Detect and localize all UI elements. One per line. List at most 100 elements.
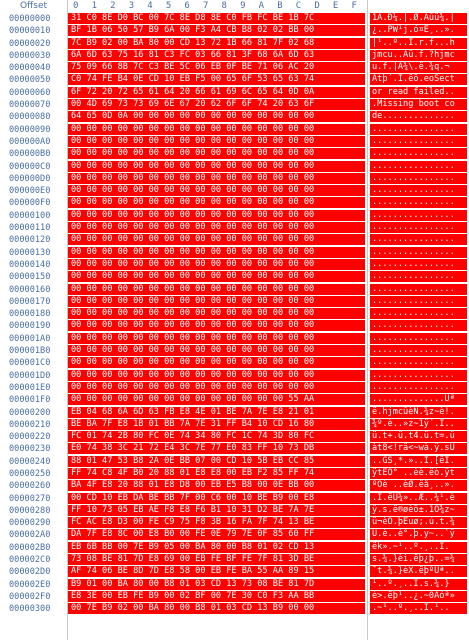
hex-row[interactable]: 00 00 00 00 00 00 00 00 00 00 00 00 00 0…: [68, 357, 365, 369]
ascii-row[interactable]: ................: [370, 222, 467, 234]
ascii-row[interactable]: ................: [370, 148, 467, 160]
ascii-row[interactable]: ÿtÈO° ..èè.ëò.ÿt: [370, 467, 467, 479]
ascii-row[interactable]: ü¬èÓ.þÉuø;.ú.t.¾: [370, 517, 467, 529]
ascii-row[interactable]: ëk».~¹..º.¸..Í.: [370, 541, 467, 553]
hex-row[interactable]: 00 00 00 00 00 00 00 00 00 00 00 00 00 0…: [68, 394, 365, 406]
ascii-row[interactable]: |¹..º..Í.r.f...h: [370, 37, 467, 49]
ascii-row[interactable]: ................: [370, 135, 467, 147]
hex-row[interactable]: 00 00 00 00 00 00 00 00 00 00 00 00 00 0…: [68, 209, 365, 221]
ascii-row[interactable]: ................: [370, 381, 467, 393]
hex-row[interactable]: BF 1B 06 50 57 B9 6A 00 F3 A4 CB B8 02 0…: [68, 25, 365, 37]
hex-row[interactable]: 00 00 00 00 00 00 00 00 00 00 00 00 00 0…: [68, 345, 365, 357]
ascii-row[interactable]: ................: [370, 234, 467, 246]
ascii-row[interactable]: Àtþ´.Í.ëõ.eoSect: [370, 74, 467, 86]
hex-row[interactable]: E8 3E 00 EB FE B9 00 02 BF 00 7E 30 C0 F…: [68, 590, 365, 602]
hex-row[interactable]: 75 09 66 8B 7C C3 BE 5C 06 EB 0F BE 71 0…: [68, 62, 365, 74]
ascii-row[interactable]: ..............Uª: [370, 394, 467, 406]
hex-row[interactable]: 31 C0 8E D0 BC 00 7C 8E D8 8E C0 FB FC B…: [68, 13, 365, 24]
hex-row[interactable]: E0 74 38 3C 21 72 E4 3C 7E 77 E0 83 FF 1…: [68, 443, 365, 455]
hex-row[interactable]: FC AC E8 D3 00 FE C9 75 F8 3B 16 FA 7F 7…: [68, 517, 365, 529]
hex-row[interactable]: 00 00 00 00 00 00 00 00 00 00 00 00 00 0…: [68, 332, 365, 344]
ascii-row[interactable]: or read failed..: [370, 86, 467, 98]
ascii-row[interactable]: ................: [370, 332, 467, 344]
ascii-row[interactable]: u.f.|Ã¾\.ë.¾q.¬: [370, 62, 467, 74]
ascii-row[interactable]: ................: [370, 246, 467, 258]
ascii-row[interactable]: ................: [370, 123, 467, 135]
ascii-row[interactable]: àt8<!rä<~wà.ÿ.sÛ: [370, 443, 467, 455]
hex-row[interactable]: 00 00 00 00 00 00 00 00 00 00 00 00 00 0…: [68, 222, 365, 234]
hex-row[interactable]: 00 00 00 00 00 00 00 00 00 00 00 00 00 0…: [68, 381, 365, 393]
ascii-row[interactable]: .Missing boot co: [370, 99, 467, 111]
hex-row[interactable]: 00 00 00 00 00 00 00 00 00 00 00 00 00 0…: [68, 308, 365, 320]
ascii-row[interactable]: de..............: [370, 111, 467, 123]
hex-row[interactable]: C0 74 FE B4 0E CD 10 EB F5 00 65 6F 53 6…: [68, 74, 365, 86]
hex-row[interactable]: 00 00 00 00 00 00 00 00 00 00 00 00 00 0…: [68, 148, 365, 160]
ascii-row[interactable]: ..GS¸*.»..Í.[ëÌ.: [370, 455, 467, 467]
hex-row[interactable]: 00 00 00 00 00 00 00 00 00 00 00 00 00 0…: [68, 258, 365, 270]
ascii-row[interactable]: ................: [370, 308, 467, 320]
hex-row[interactable]: 00 00 00 00 00 00 00 00 00 00 00 00 00 0…: [68, 197, 365, 209]
hex-row[interactable]: EB 04 68 6A 6D 63 FB E8 4E 01 BE 7A 7E E…: [68, 406, 365, 418]
hex-row[interactable]: FF 74 C8 4F B0 20 88 01 E8 E8 00 EB F2 8…: [68, 467, 365, 479]
hex-row[interactable]: BA 4F E8 20 88 01 E8 D8 00 EB E5 B8 00 0…: [68, 480, 365, 492]
ascii-row[interactable]: ¿..PW¹j.ó¤Ë¸..».: [370, 25, 467, 37]
ascii-row[interactable]: ................: [370, 258, 467, 270]
ascii-row[interactable]: ¾º.è..»z~1ÿ´.Í..: [370, 418, 467, 430]
ascii-row[interactable]: ................: [370, 160, 467, 172]
hex-row[interactable]: 00 00 00 00 00 00 00 00 00 00 00 00 00 0…: [68, 123, 365, 135]
hex-row[interactable]: 00 00 00 00 00 00 00 00 00 00 00 00 00 0…: [68, 246, 365, 258]
ascii-row[interactable]: .Í.ëÚ¾»..Æ..¾¹.è: [370, 492, 467, 504]
ascii-row[interactable]: s.¾.}èi.ëþ¿þ..=¾: [370, 554, 467, 566]
hex-row[interactable]: 00 00 00 00 00 00 00 00 00 00 00 00 00 0…: [68, 369, 365, 381]
ascii-data-column[interactable]: 1À.Ð¼.|.Ø.Àûü¾.| ¿..PW¹j.ó¤Ë¸..». |¹..º..Í…: [370, 13, 467, 640]
hex-row[interactable]: DA 7F E8 8C 00 E8 B0 00 FE 0E 79 7E 0F 8…: [68, 529, 365, 541]
hex-row[interactable]: 00 00 00 00 00 00 00 00 00 00 00 00 00 0…: [68, 283, 365, 295]
ascii-row[interactable]: ................: [370, 172, 467, 184]
hex-row[interactable]: 00 00 00 00 00 00 00 00 00 00 00 00 00 0…: [68, 160, 365, 172]
ascii-row[interactable]: è>.ëþ¹..¿.~0Àóª»: [370, 590, 467, 602]
ascii-row[interactable]: ................: [370, 320, 467, 332]
ascii-row[interactable]: 1À.Ð¼.|.Ø.Àûü¾.|: [370, 13, 467, 24]
ascii-row[interactable]: Ú.è..è°.þ.y~..`ÿ: [370, 529, 467, 541]
hex-row[interactable]: B9 01 00 BA 80 00 B8 01 03 CD 13 73 08 B…: [68, 578, 365, 590]
hex-row[interactable]: 7C B9 02 00 BA 80 00 CD 13 72 1B 66 81 7…: [68, 37, 365, 49]
ascii-row[interactable]: ................: [370, 357, 467, 369]
hex-row[interactable]: 00 00 00 00 00 00 00 00 00 00 00 00 00 0…: [68, 295, 365, 307]
ascii-row[interactable]: ºOè ..èØ.ëå¸..».: [370, 480, 467, 492]
ascii-row[interactable]: .~¹..º.¸..Í.¹..: [370, 603, 467, 615]
ascii-row[interactable]: ................: [370, 271, 467, 283]
ascii-row[interactable]: ÿ.s.ë®øèö±.1Ò¾z~: [370, 504, 467, 516]
ascii-row[interactable]: jmcu..Ãü.f.?hjmc: [370, 49, 467, 61]
ascii-row[interactable]: ................: [370, 185, 467, 197]
ascii-row[interactable]: ................: [370, 209, 467, 221]
ascii-row[interactable]: ¯t.¾.}èX.ëþºUª..: [370, 566, 467, 578]
hex-row[interactable]: 00 00 00 00 00 00 00 00 00 00 00 00 00 0…: [68, 172, 365, 184]
hex-row[interactable]: 00 4D 69 73 73 69 6E 67 20 62 6F 6F 74 2…: [68, 99, 365, 111]
hex-row[interactable]: BE BA 7F E8 1B 01 BB 7A 7E 31 FF B4 10 C…: [68, 418, 365, 430]
ascii-row[interactable]: ü.t+.ü.t4.ü.t=.ü: [370, 431, 467, 443]
ascii-row[interactable]: ë.hjmcûèN.¾z~è!.: [370, 406, 467, 418]
hex-row[interactable]: FC 01 74 2B 80 FC 0E 74 34 80 FC 1C 74 3…: [68, 431, 365, 443]
hex-row[interactable]: 88 01 47 53 B8 2A 0E BB 07 00 CD 10 5B E…: [68, 455, 365, 467]
hex-row[interactable]: 00 00 00 00 00 00 00 00 00 00 00 00 00 0…: [68, 185, 365, 197]
ascii-row[interactable]: ................: [370, 197, 467, 209]
hex-row[interactable]: 00 00 00 00 00 00 00 00 00 00 00 00 00 0…: [68, 135, 365, 147]
hex-row[interactable]: 00 00 00 00 00 00 00 00 00 00 00 00 00 0…: [68, 234, 365, 246]
hex-row[interactable]: 73 08 BE 81 7D E8 69 00 EB FE BF FE 7F 8…: [68, 554, 365, 566]
hex-data-column[interactable]: 31 C0 8E D0 BC 00 7C 8E D8 8E C0 FB FC B…: [68, 13, 365, 640]
hex-row[interactable]: 64 65 0D 0A 00 00 00 00 00 00 00 00 00 0…: [68, 111, 365, 123]
hex-row[interactable]: FF 10 73 05 EB AE F8 E8 F6 B1 10 31 D2 B…: [68, 504, 365, 516]
hex-row[interactable]: 00 CD 10 EB DA BE BB 7F 00 C6 00 10 BE B…: [68, 492, 365, 504]
ascii-row[interactable]: ................: [370, 283, 467, 295]
ascii-row[interactable]: ................: [370, 295, 467, 307]
hex-row[interactable]: EB 6B BB 00 7E B9 05 00 BA 80 00 B8 01 0…: [68, 541, 365, 553]
hex-row[interactable]: 00 00 00 00 00 00 00 00 00 00 00 00 00 0…: [68, 271, 365, 283]
hex-row[interactable]: 00 00 00 00 00 00 00 00 00 00 00 00 00 0…: [68, 320, 365, 332]
ascii-row[interactable]: ................: [370, 345, 467, 357]
ascii-row[interactable]: ¹..º.¸..Í.s.¾.}: [370, 578, 467, 590]
ascii-row[interactable]: ................: [370, 369, 467, 381]
hex-row[interactable]: 6A 6D 63 75 16 81 C3 FC 03 66 81 3F 68 6…: [68, 49, 365, 61]
hex-row[interactable]: AF 74 06 BE 8D 7D E8 58 00 EB FE BA 55 A…: [68, 566, 365, 578]
hex-row[interactable]: 6F 72 20 72 65 61 64 20 66 61 69 6C 65 6…: [68, 86, 365, 98]
hex-row[interactable]: 00 7E B9 02 00 BA 80 00 B8 01 03 CD 13 B…: [68, 603, 365, 615]
